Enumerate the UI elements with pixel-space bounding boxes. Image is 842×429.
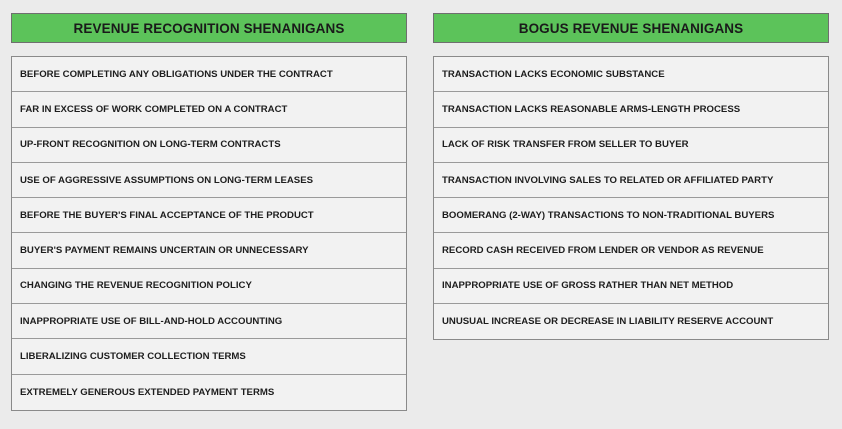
list-item: LACK OF RISK TRANSFER FROM SELLER TO BUY…: [434, 128, 828, 163]
list-item: TRANSACTION INVOLVING SALES TO RELATED O…: [434, 163, 828, 199]
list-item: CHANGING THE REVENUE RECOGNITION POLICY: [12, 269, 406, 305]
bogus-revenue-panel: BOGUS REVENUE SHENANIGANS TRANSACTION LA…: [433, 13, 829, 341]
revenue-recognition-header: REVENUE RECOGNITION SHENANIGANS: [11, 13, 407, 43]
list-item: TRANSACTION LACKS ECONOMIC SUBSTANCE: [434, 57, 828, 93]
bogus-revenue-list: TRANSACTION LACKS ECONOMIC SUBSTANCE TRA…: [433, 56, 829, 341]
list-item: EXTREMELY GENEROUS EXTENDED PAYMENT TERM…: [20, 386, 275, 398]
list-item: BUYER'S PAYMENT REMAINS UNCERTAIN OR UNN…: [12, 233, 406, 269]
revenue-recognition-panel: REVENUE RECOGNITION SHENANIGANS BEFORE C…: [11, 13, 407, 411]
list-item: FAR IN EXCESS OF WORK COMPLETED ON A CON…: [12, 92, 406, 128]
list-item: BEFORE THE BUYER'S FINAL ACCEPTANCE OF T…: [12, 198, 406, 234]
list-item: UP-FRONT RECOGNITION ON LONG-TERM CONTRA…: [12, 128, 406, 163]
list-item: BOOMERANG (2-WAY) TRANSACTIONS TO NON-TR…: [434, 198, 828, 234]
list-item: RECORD CASH RECEIVED FROM LENDER OR VEND…: [434, 233, 828, 269]
list-item: UNUSUAL INCREASE OR DECREASE IN LIABILIT…: [442, 316, 774, 328]
list-item: INAPPROPRIATE USE OF BILL-AND-HOLD ACCOU…: [12, 304, 406, 340]
list-item: USE OF AGGRESSIVE ASSUMPTIONS ON LONG-TE…: [12, 163, 406, 199]
list-item: BEFORE COMPLETING ANY OBLIGATIONS UNDER …: [12, 57, 406, 93]
bogus-revenue-header: BOGUS REVENUE SHENANIGANS: [433, 13, 829, 43]
revenue-recognition-list: BEFORE COMPLETING ANY OBLIGATIONS UNDER …: [11, 56, 407, 411]
list-item: TRANSACTION LACKS REASONABLE ARMS-LENGTH…: [434, 92, 828, 128]
list-item: INAPPROPRIATE USE OF GROSS RATHER THAN N…: [434, 269, 828, 305]
list-item: LIBERALIZING CUSTOMER COLLECTION TERMS: [12, 339, 406, 375]
